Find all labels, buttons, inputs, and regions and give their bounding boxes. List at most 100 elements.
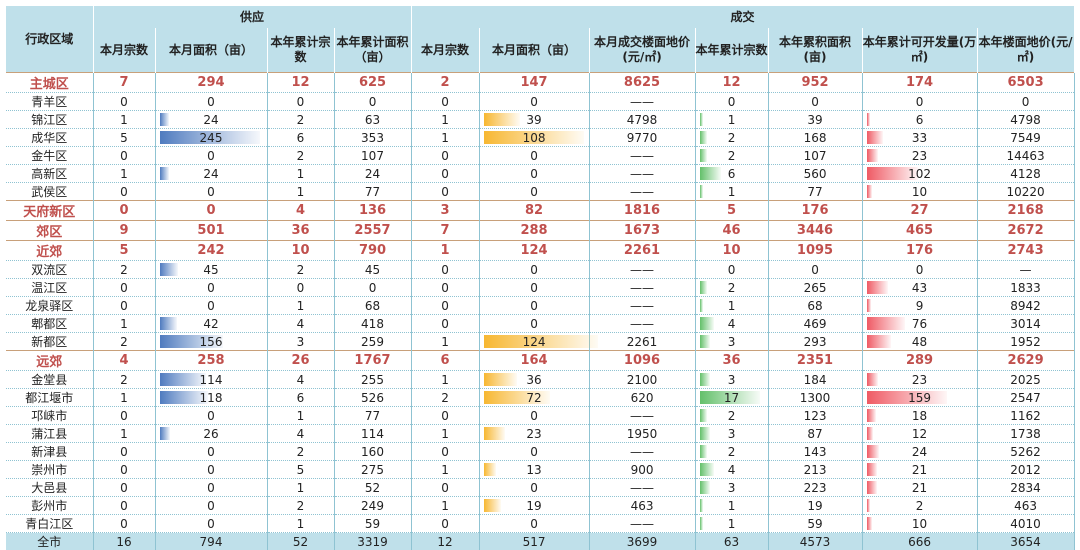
column-header: 本年累计可开发量(万㎡) [862, 28, 977, 73]
cell-value: 26 [203, 427, 218, 441]
cell-value: 223 [804, 481, 827, 495]
value-cell: 0 [479, 183, 589, 201]
value-cell: 36 [695, 351, 768, 371]
value-cell: 469 [768, 315, 862, 333]
cell-value: 293 [804, 335, 827, 349]
value-cell: 0 [479, 479, 589, 497]
cell-value: 4798 [1010, 113, 1041, 127]
value-cell: 1 [93, 315, 155, 333]
value-cell: 114 [155, 371, 267, 389]
cell-value: 1738 [1010, 427, 1041, 441]
value-cell: 1816 [589, 201, 695, 221]
value-cell: 0 [411, 515, 479, 533]
cell-value: 1300 [800, 391, 831, 405]
cell-value: 0 [530, 149, 538, 163]
cell-value: 0 [119, 203, 128, 218]
region-name-cell: 彭州市 [6, 497, 93, 515]
cell-value: 1 [728, 185, 736, 199]
value-cell: 77 [768, 183, 862, 201]
value-cell: 124 [479, 333, 589, 351]
value-cell: 10220 [977, 183, 1074, 201]
cell-value: 0 [530, 167, 538, 181]
cell-value: 123 [804, 409, 827, 423]
cell-value: 4798 [627, 113, 658, 127]
value-cell: 620 [589, 389, 695, 407]
cell-value: 33 [912, 131, 927, 145]
deal-group-header: 成交 [411, 6, 1074, 28]
value-cell: 0 [93, 183, 155, 201]
cell-value: —— [630, 281, 654, 295]
cell-value: 124 [523, 335, 546, 349]
cell-value: 45 [203, 263, 218, 277]
value-cell: —— [589, 297, 695, 315]
cell-value: 23 [912, 149, 927, 163]
cell-value: 12 [437, 535, 452, 549]
value-cell: 0 [862, 93, 977, 111]
value-cell: 0 [411, 443, 479, 461]
cell-value: 5 [297, 463, 305, 477]
data-bar [700, 281, 707, 294]
value-cell: 164 [479, 351, 589, 371]
cell-value: 45 [365, 263, 380, 277]
value-cell: 3 [411, 201, 479, 221]
cell-value: 2 [728, 445, 736, 459]
region-name-cell: 青白江区 [6, 515, 93, 533]
cell-value: 77 [365, 409, 380, 423]
cell-value: 0 [441, 445, 449, 459]
data-bar [700, 373, 711, 386]
value-cell: 0 [411, 261, 479, 279]
value-cell: 0 [93, 147, 155, 165]
data-bar [867, 299, 872, 312]
cell-value: 2 [297, 113, 305, 127]
value-cell: 900 [589, 461, 695, 479]
cell-value: 1 [728, 113, 736, 127]
cell-value: 0 [441, 185, 449, 199]
cell-value: 0 [728, 263, 736, 277]
value-cell: 0 [411, 297, 479, 315]
value-cell: 14463 [977, 147, 1074, 165]
cell-value: 107 [804, 149, 827, 163]
cell-value: 87 [807, 427, 822, 441]
value-cell: 1 [695, 497, 768, 515]
value-cell: 23 [862, 371, 977, 389]
value-cell: 2 [695, 147, 768, 165]
value-cell: 2 [267, 443, 334, 461]
value-cell: 2100 [589, 371, 695, 389]
cell-value: —— [630, 299, 654, 313]
cell-value: 517 [523, 535, 546, 549]
value-cell: 0 [411, 315, 479, 333]
data-bar [867, 317, 905, 330]
cell-value: 625 [359, 75, 386, 90]
value-cell: 1 [267, 297, 334, 315]
cell-value: 63 [365, 113, 380, 127]
cell-value: 1 [297, 409, 305, 423]
value-cell: 1 [411, 497, 479, 515]
cell-value: 3 [728, 481, 736, 495]
value-cell: 0 [155, 297, 267, 315]
value-cell: 2 [695, 279, 768, 297]
cell-value: 5 [120, 131, 128, 145]
cell-value: 10 [722, 243, 740, 258]
value-cell: 2 [267, 261, 334, 279]
value-cell: 1 [695, 183, 768, 201]
cell-value: 463 [631, 499, 654, 513]
data-bar [160, 167, 170, 180]
cell-value: 108 [523, 131, 546, 145]
value-cell: 2025 [977, 371, 1074, 389]
value-cell: 10 [862, 515, 977, 533]
cell-value: 2 [728, 131, 736, 145]
value-cell: 0 [155, 201, 267, 221]
region-name-cell: 青羊区 [6, 93, 93, 111]
value-cell: 0 [479, 147, 589, 165]
value-cell: 3 [695, 425, 768, 443]
value-cell: 12 [862, 425, 977, 443]
value-cell: 0 [977, 93, 1074, 111]
cell-value: 0 [120, 481, 128, 495]
value-cell: —— [589, 407, 695, 425]
value-cell: 0 [93, 443, 155, 461]
value-cell: 2 [267, 497, 334, 515]
